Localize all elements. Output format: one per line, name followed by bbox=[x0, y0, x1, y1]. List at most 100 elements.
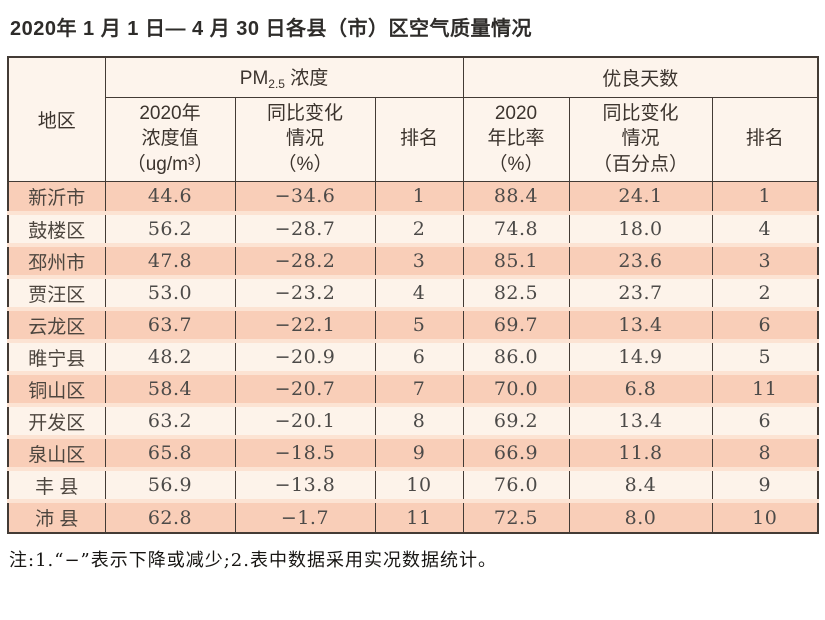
value-cell: 3 bbox=[711, 243, 818, 277]
value-cell: 4 bbox=[374, 275, 463, 309]
region-cell: 云龙区 bbox=[8, 307, 105, 341]
value-cell: 48.2 bbox=[104, 339, 235, 373]
value-cell: 1 bbox=[711, 181, 818, 213]
table-body: 新沂市 44.6 −34.6 1 88.4 24.1 1 鼓楼区 56.2 −28.7 2 74.8 1… bbox=[8, 181, 818, 533]
value-cell: −28.2 bbox=[234, 243, 375, 277]
value-cell: 10 bbox=[374, 467, 463, 501]
value-cell: −20.7 bbox=[234, 371, 375, 405]
region-cell: 铜山区 bbox=[8, 371, 105, 405]
value-cell: 23.7 bbox=[568, 275, 712, 309]
value-cell: 85.1 bbox=[462, 243, 569, 277]
value-cell: 2 bbox=[374, 211, 463, 245]
value-cell: 8.4 bbox=[568, 467, 712, 501]
value-cell: 9 bbox=[374, 435, 463, 469]
value-cell: 24.1 bbox=[568, 181, 712, 213]
pm25-label-prefix: PM bbox=[239, 68, 269, 90]
value-cell: 56.2 bbox=[104, 211, 235, 245]
table-row: 睢宁县 48.2 −20.9 6 86.0 14.9 5 bbox=[8, 339, 818, 373]
value-cell: 86.0 bbox=[462, 339, 569, 373]
value-cell: 7 bbox=[374, 371, 463, 405]
value-cell: −23.2 bbox=[234, 275, 375, 309]
value-cell: 11 bbox=[374, 499, 463, 533]
value-cell: 9 bbox=[711, 467, 818, 501]
value-cell: 74.8 bbox=[462, 211, 569, 245]
value-cell: 53.0 bbox=[104, 275, 235, 309]
table-row: 丰 县 56.9 −13.8 10 76.0 8.4 9 bbox=[8, 467, 818, 501]
table-row: 邳州市 47.8 −28.2 3 85.1 23.6 3 bbox=[8, 243, 818, 277]
value-cell: 10 bbox=[711, 499, 818, 533]
value-cell: 8 bbox=[374, 403, 463, 437]
value-cell: 1 bbox=[374, 181, 463, 213]
value-cell: 6 bbox=[711, 307, 818, 341]
good-days-group-header: 优良天数 bbox=[462, 57, 818, 98]
value-cell: 5 bbox=[711, 339, 818, 373]
region-cell: 睢宁县 bbox=[8, 339, 105, 373]
value-cell: 44.6 bbox=[104, 181, 235, 213]
value-cell: 6 bbox=[374, 339, 463, 373]
value-cell: 82.5 bbox=[462, 275, 569, 309]
column-header-days-rank: 排名 bbox=[711, 97, 818, 182]
region-cell: 贾汪区 bbox=[8, 275, 105, 309]
value-cell: −22.1 bbox=[234, 307, 375, 341]
value-cell: −13.8 bbox=[234, 467, 375, 501]
value-cell: 23.6 bbox=[568, 243, 712, 277]
value-cell: 63.7 bbox=[104, 307, 235, 341]
column-header-days-ratio: 2020 年比率 （%） bbox=[462, 97, 569, 182]
region-column-header: 地区 bbox=[8, 57, 106, 182]
value-cell: 69.7 bbox=[462, 307, 569, 341]
value-cell: 56.9 bbox=[104, 467, 235, 501]
value-cell: 63.2 bbox=[104, 403, 235, 437]
column-header-pm-change: 同比变化 情况 （%） bbox=[234, 97, 375, 182]
value-cell: 66.9 bbox=[462, 435, 569, 469]
region-cell: 开发区 bbox=[8, 403, 105, 437]
value-cell: 76.0 bbox=[462, 467, 569, 501]
table-row: 新沂市 44.6 −34.6 1 88.4 24.1 1 bbox=[8, 181, 818, 213]
value-cell: 62.8 bbox=[104, 499, 235, 533]
value-cell: 58.4 bbox=[104, 371, 235, 405]
page-title: 2020年 1 月 1 日— 4 月 30 日各县（市）区空气质量情况 bbox=[10, 18, 533, 40]
pm25-subscript: 2.5 bbox=[268, 77, 285, 92]
group-header-row: 地区 PM2.5 浓度 优良天数 bbox=[8, 57, 818, 182]
value-cell: −1.7 bbox=[234, 499, 375, 533]
table-row: 贾汪区 53.0 −23.2 4 82.5 23.7 2 bbox=[8, 275, 818, 309]
value-cell: 8.0 bbox=[568, 499, 712, 533]
value-cell: 6 bbox=[711, 403, 818, 437]
value-cell: 14.9 bbox=[568, 339, 712, 373]
value-cell: 6.8 bbox=[568, 371, 712, 405]
region-cell: 丰 县 bbox=[8, 467, 105, 501]
value-cell: −20.1 bbox=[234, 403, 375, 437]
region-cell: 沛 县 bbox=[8, 499, 105, 533]
column-header-pm-value: 2020年 浓度值 （ug/m³） bbox=[105, 97, 235, 182]
table-row: 鼓楼区 56.2 −28.7 2 74.8 18.0 4 bbox=[8, 211, 818, 245]
region-cell: 鼓楼区 bbox=[8, 211, 105, 245]
table-row: 云龙区 63.7 −22.1 5 69.7 13.4 6 bbox=[8, 307, 818, 341]
value-cell: 88.4 bbox=[462, 181, 569, 213]
table-row: 泉山区 65.8 −18.5 9 66.9 11.8 8 bbox=[8, 435, 818, 469]
value-cell: 18.0 bbox=[568, 211, 712, 245]
value-cell: 47.8 bbox=[104, 243, 235, 277]
value-cell: 65.8 bbox=[104, 435, 235, 469]
value-cell: 13.4 bbox=[568, 307, 712, 341]
table-header: 地区 PM2.5 浓度 优良天数 2020年 浓度值 （ug/m³） 同比变化 … bbox=[8, 57, 818, 182]
value-cell: −28.7 bbox=[234, 211, 375, 245]
value-cell: 13.4 bbox=[568, 403, 712, 437]
column-header-pm-rank: 排名 bbox=[374, 97, 463, 182]
value-cell: 11 bbox=[711, 371, 818, 405]
table-row: 开发区 63.2 −20.1 8 69.2 13.4 6 bbox=[8, 403, 818, 437]
value-cell: −18.5 bbox=[234, 435, 375, 469]
table-row: 沛 县 62.8 −1.7 11 72.5 8.0 10 bbox=[8, 499, 818, 533]
sub-header-row: 2020年 浓度值 （ug/m³） 同比变化 情况 （%） 排名 2020 年比… bbox=[8, 97, 818, 182]
pm25-label-suffix: 浓度 bbox=[284, 68, 329, 90]
region-cell: 泉山区 bbox=[8, 435, 105, 469]
table-row: 铜山区 58.4 −20.7 7 70.0 6.8 11 bbox=[8, 371, 818, 405]
value-cell: 72.5 bbox=[462, 499, 569, 533]
value-cell: 5 bbox=[374, 307, 463, 341]
value-cell: 2 bbox=[711, 275, 818, 309]
value-cell: −20.9 bbox=[234, 339, 375, 373]
value-cell: −34.6 bbox=[234, 181, 375, 213]
value-cell: 4 bbox=[711, 211, 818, 245]
value-cell: 8 bbox=[711, 435, 818, 469]
region-cell: 新沂市 bbox=[8, 181, 105, 213]
column-header-days-change: 同比变化 情况 （百分点） bbox=[568, 97, 712, 182]
